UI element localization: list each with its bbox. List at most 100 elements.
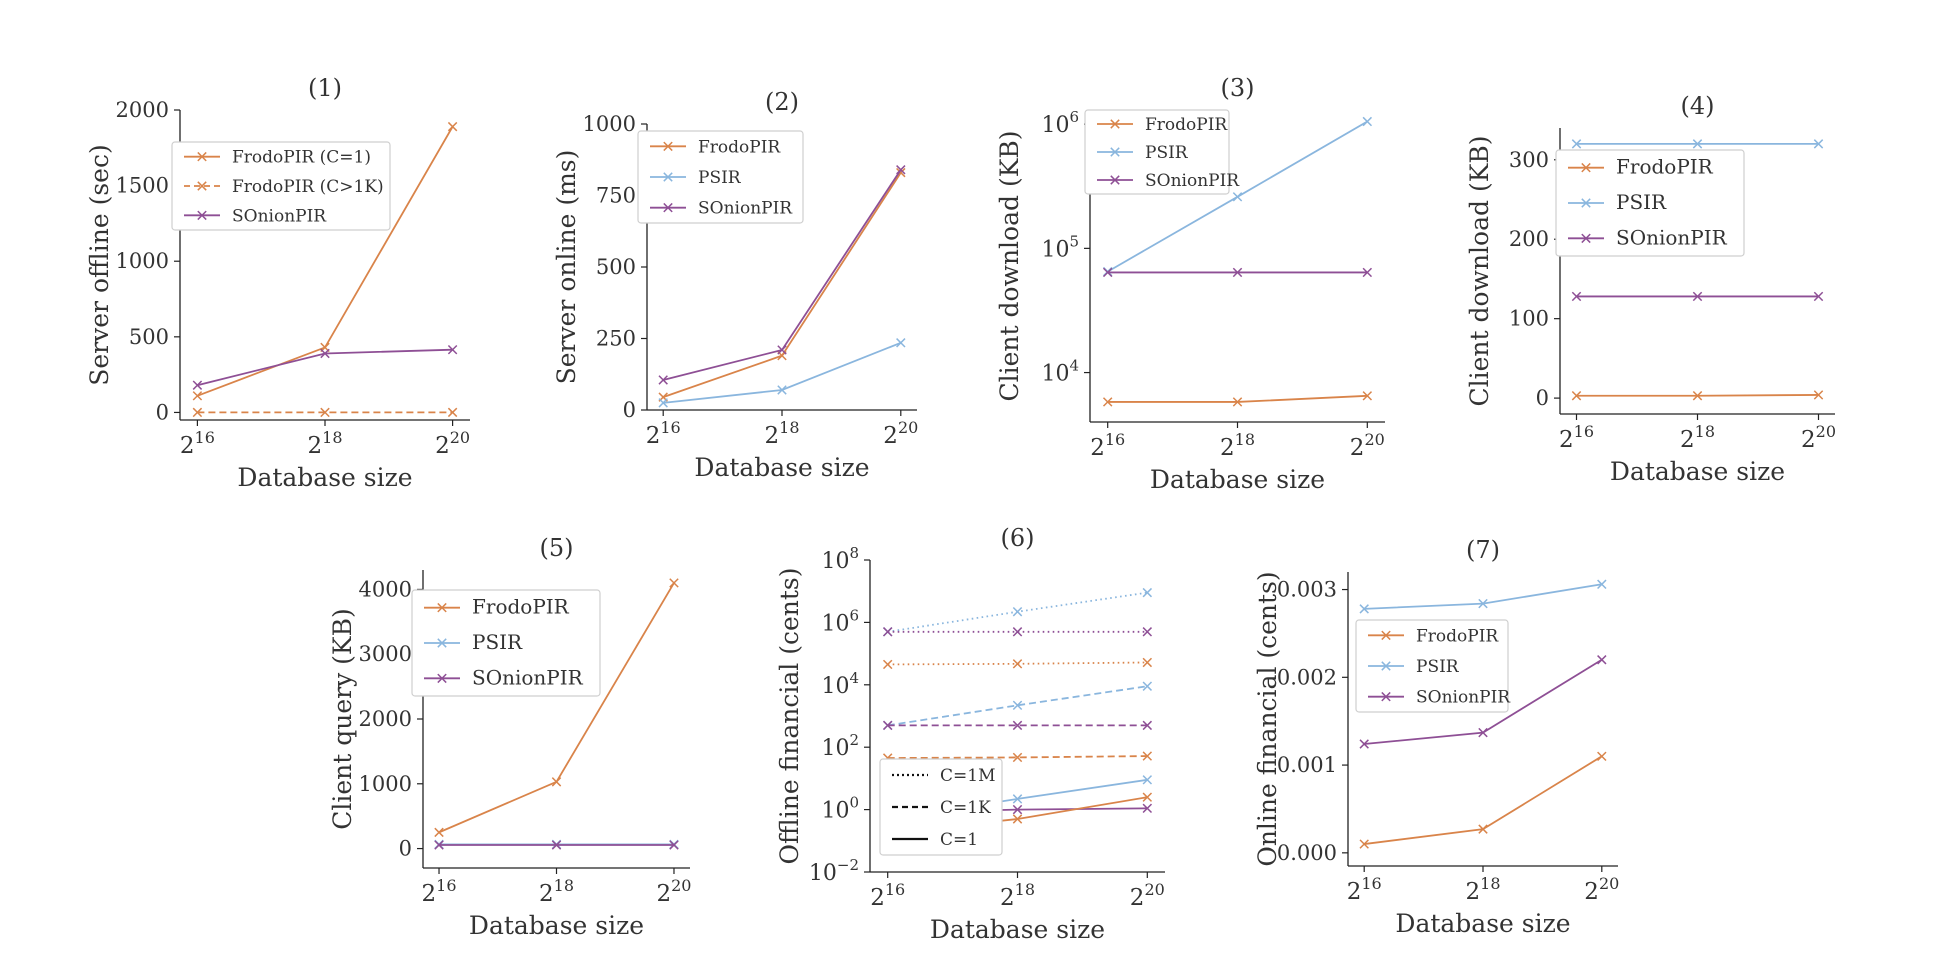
series-sonionpir-c-1k (882, 720, 1153, 731)
data-point (1012, 804, 1023, 815)
legend-entry: FrodoPIR (1568, 155, 1714, 179)
data-point (1362, 391, 1373, 401)
chart-title: (7) (1466, 536, 1500, 564)
data-point (1142, 657, 1153, 668)
legend-entry: FrodoPIR (1368, 626, 1499, 646)
data-point (320, 348, 330, 359)
legend-label: SOnionPIR (232, 206, 327, 226)
data-point (1142, 803, 1153, 814)
data-point (1597, 751, 1607, 762)
legend-entry: C=1M (892, 766, 995, 786)
legend-box (1084, 109, 1230, 195)
data-point (882, 659, 893, 670)
x-tick-label: 218 (1466, 874, 1501, 905)
data-point (551, 777, 562, 787)
series-line (663, 341, 902, 404)
series-frodopir-c-1m (882, 657, 1153, 670)
legend-box (171, 141, 391, 231)
x-tick-label: 220 (1130, 880, 1165, 911)
series-frodopir (1571, 390, 1824, 401)
legend-marker (1581, 233, 1591, 244)
legend-marker (1381, 661, 1391, 671)
y-tick-label: 104 (1041, 357, 1079, 387)
legend-marker (197, 151, 207, 162)
legend-marker (663, 202, 673, 213)
data-point (1813, 390, 1824, 400)
chart-title: (1) (308, 74, 342, 102)
data-point (658, 375, 668, 385)
legend-entry: SOnionPIR (1368, 688, 1511, 708)
series-sonionpir (434, 840, 679, 850)
data-point (1102, 267, 1113, 278)
data-point (447, 407, 458, 418)
data-point (1597, 579, 1607, 590)
x-tick-label: 218 (539, 876, 574, 907)
series-psir (658, 338, 906, 408)
y-axis-label: Online financial (cents) (1253, 571, 1282, 866)
y-tick-label: 0.003 (1277, 578, 1337, 602)
data-point (1359, 839, 1369, 849)
data-point (1232, 192, 1243, 202)
legend-entry: FrodoPIR (C=1) (184, 148, 371, 168)
data-point (1012, 814, 1023, 824)
data-point (882, 627, 893, 637)
x-tick-label: 220 (435, 428, 470, 459)
legend-label: FrodoPIR (698, 137, 781, 157)
x-tick-label: 216 (1347, 874, 1382, 905)
legend-marker (663, 172, 673, 182)
y-tick-label: 10−2 (809, 856, 859, 886)
legend-marker (1581, 198, 1591, 208)
y-tick-label: 100 (1509, 307, 1549, 331)
data-point (1692, 390, 1703, 401)
legend-box (1355, 619, 1509, 713)
data-point (1692, 139, 1703, 149)
series-psir (1571, 139, 1824, 149)
chart-p7: (7) 0.000 0.001 0.002 0.003 216 218 220 Database… (1253, 536, 1619, 938)
legend-marker (437, 673, 447, 684)
chart-p5: (5) 0 1000 2000 3000 4000 216 218 220 Database si… (328, 534, 691, 940)
series-line (1364, 583, 1602, 610)
series-psir-c-1m (882, 587, 1153, 637)
y-tick-label: 200 (1509, 227, 1549, 251)
x-axis-label: Database size (1150, 465, 1325, 494)
series-frodopir (1359, 751, 1607, 849)
series-line (887, 661, 1148, 666)
data-point (1012, 752, 1023, 763)
data-point (447, 344, 458, 355)
y-tick-label: 3000 (359, 642, 412, 666)
data-point (1813, 139, 1824, 149)
data-point (1571, 291, 1582, 302)
series-line (1364, 755, 1603, 845)
data-point (777, 385, 787, 395)
data-point (1232, 267, 1243, 278)
data-point (1012, 627, 1023, 637)
legend-label: C=1 (940, 830, 978, 850)
series-sonionpir-c-1m (882, 627, 1153, 637)
data-point (1571, 139, 1582, 149)
data-point (669, 578, 679, 588)
y-axis-label: Server offline (sec) (85, 144, 114, 385)
data-point (1012, 659, 1023, 669)
legend-entry: PSIR (650, 168, 742, 188)
x-tick-label: 220 (883, 418, 918, 449)
legend-entry: C=1K (892, 798, 991, 818)
legend-label: SOnionPIR (1616, 225, 1728, 249)
legend-marker (1110, 175, 1120, 185)
data-point (1478, 727, 1488, 738)
legend-label: PSIR (472, 630, 523, 654)
chart-p3: (3) 104 105 106 216 218 220 Database size Client… (995, 74, 1385, 494)
data-point (1142, 587, 1153, 598)
y-tick-label: 0 (623, 398, 636, 422)
data-point (1142, 720, 1153, 731)
y-tick-label: 500 (596, 255, 636, 279)
legend-label: FrodoPIR (C>1K) (232, 177, 384, 197)
y-tick-label: 2000 (359, 707, 412, 731)
data-point (669, 840, 679, 850)
legend-entry: C=1 (892, 830, 978, 850)
data-point (1359, 739, 1369, 749)
data-point (1012, 720, 1023, 731)
chart-p6: (6) 10−2 100 102 104 106 108 216 218 220 Database … (775, 524, 1165, 944)
legend-box (411, 589, 601, 697)
x-tick-label: 220 (656, 876, 691, 907)
y-tick-label: 108 (821, 544, 859, 574)
